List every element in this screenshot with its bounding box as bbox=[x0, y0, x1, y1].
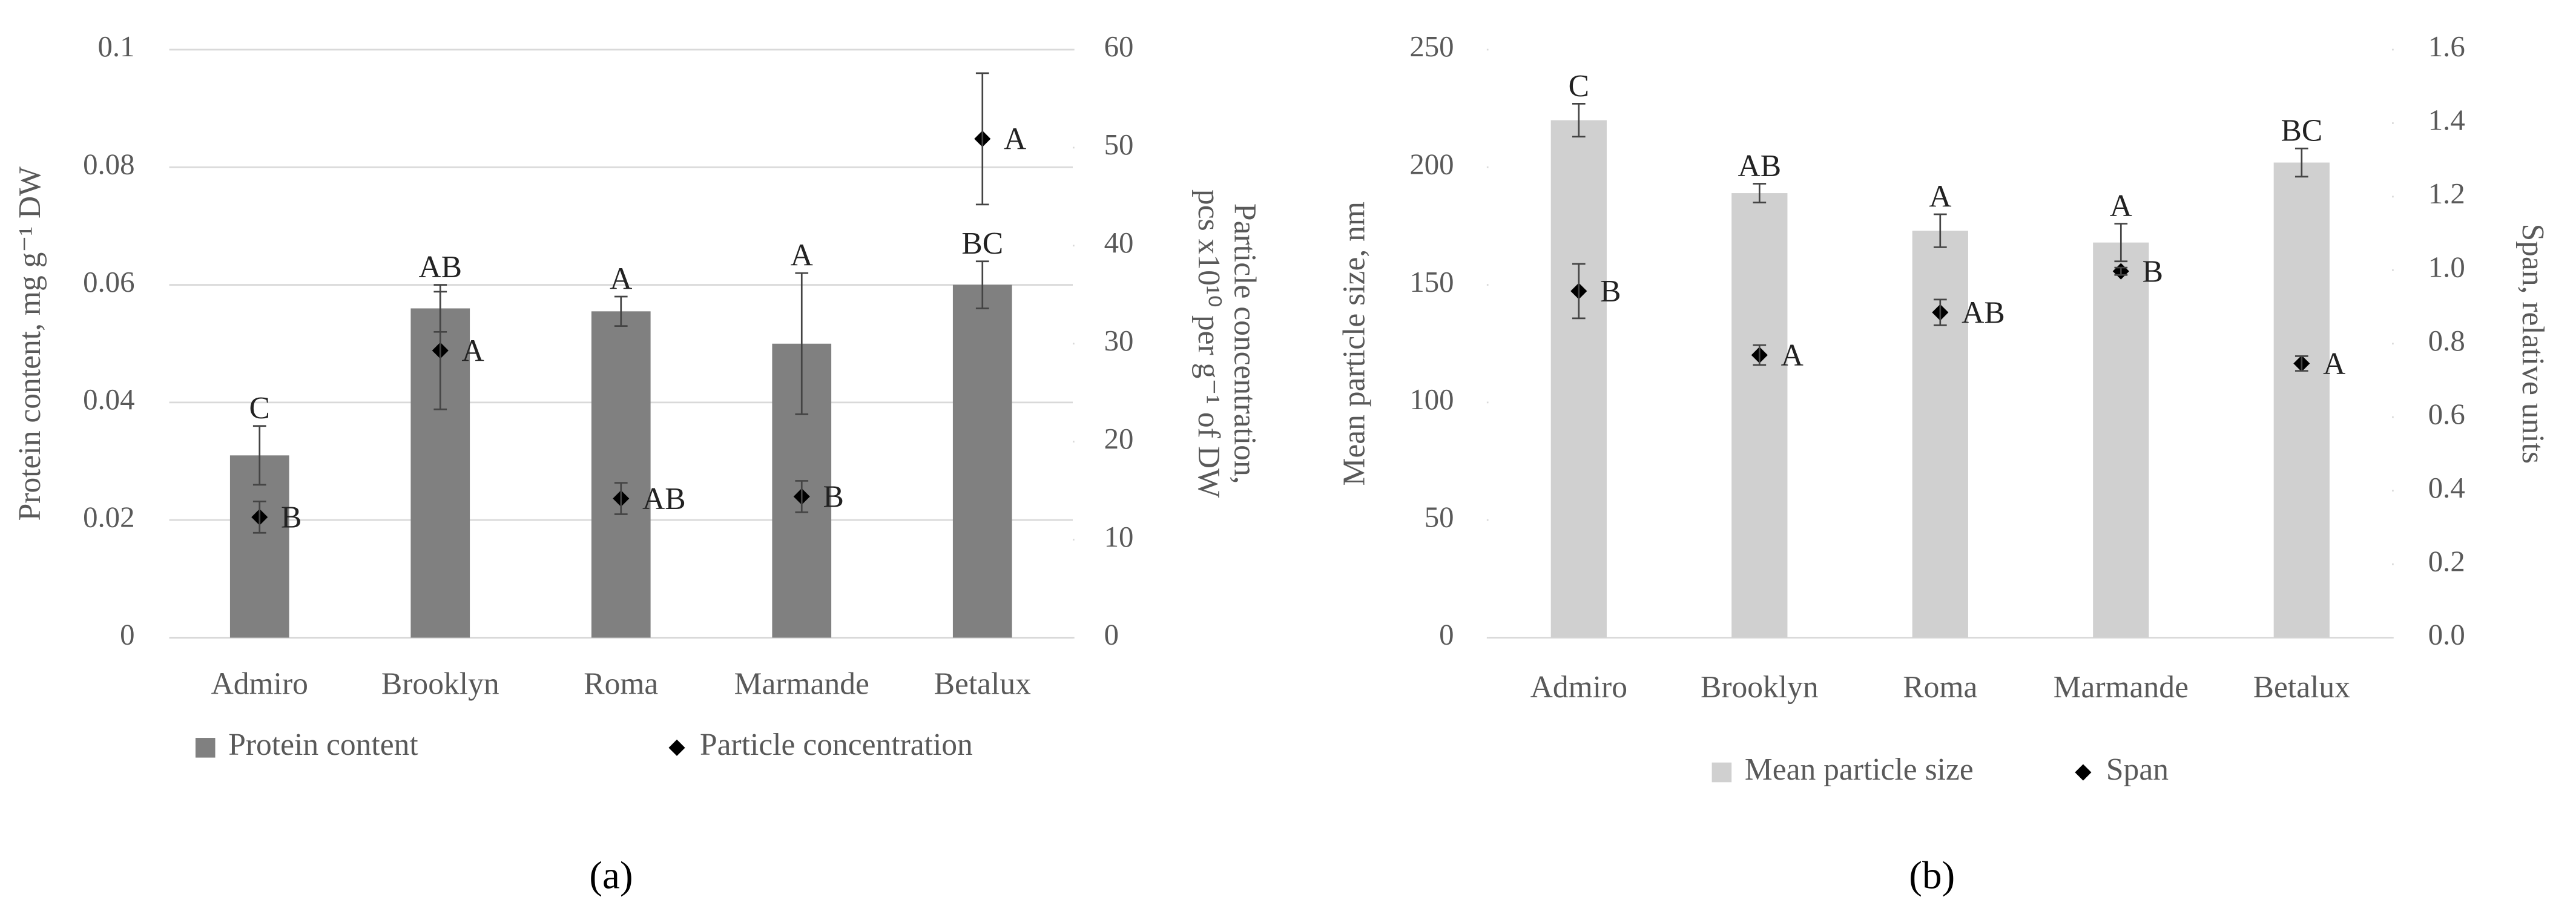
y2-tick-label: 0.0 bbox=[2428, 618, 2465, 651]
x-tick-label: Betalux bbox=[934, 667, 1032, 702]
bar bbox=[1550, 120, 1607, 638]
y2-tick-label: 1.6 bbox=[2428, 30, 2465, 63]
y2-tick-label: 10 bbox=[1104, 520, 1134, 553]
y2-tick-label: 1.4 bbox=[2428, 104, 2465, 137]
legend-swatch bbox=[1711, 762, 1732, 783]
y-tick-label: 100 bbox=[1409, 383, 1454, 416]
y-axis-label: Mean particle size, nm bbox=[1337, 202, 1371, 485]
significance-letter: A bbox=[610, 261, 632, 296]
y2-tick-label: 1.0 bbox=[2428, 251, 2465, 284]
significance-letter: A bbox=[462, 334, 484, 368]
legend-swatch bbox=[668, 739, 685, 756]
y-tick-label: 50 bbox=[1425, 500, 1454, 533]
y2-tick-label: 1.2 bbox=[2428, 177, 2465, 210]
significance-letter: A bbox=[1929, 179, 1951, 214]
y2-tick-label: 30 bbox=[1104, 324, 1134, 357]
legend-swatch bbox=[195, 738, 216, 758]
significance-letter: AB bbox=[418, 250, 462, 284]
significance-letter: A bbox=[1781, 338, 1804, 373]
chart-panel: 0 50 100 150 200 250 0.0 0.2 0.4 0.6 0.8 1.0 1.2 1.4 1… bbox=[1337, 30, 2550, 897]
significance-letter: A bbox=[2110, 189, 2132, 223]
bar bbox=[1912, 231, 1968, 638]
y2-tick-label: 0.4 bbox=[2428, 471, 2465, 504]
x-tick-label: Admiro bbox=[211, 667, 308, 702]
y-tick-label: 0.1 bbox=[97, 30, 134, 63]
y-tick-label: 0 bbox=[1439, 618, 1454, 651]
significance-letter: A bbox=[2323, 347, 2345, 381]
y2-tick-label: 0 bbox=[1104, 618, 1119, 651]
significance-letter: BC bbox=[2281, 114, 2322, 148]
legend-label: Protein content bbox=[228, 728, 418, 762]
significance-letter: AB bbox=[642, 482, 686, 516]
x-tick-label: Marmande bbox=[2054, 670, 2189, 705]
y-tick-label: 0.02 bbox=[83, 500, 134, 533]
significance-letter: A bbox=[1004, 122, 1026, 157]
legend-swatch bbox=[2075, 764, 2092, 781]
legend-label: Particle concentration bbox=[700, 728, 973, 762]
y2-tick-label: 20 bbox=[1104, 422, 1134, 455]
y2-tick-label: 0.6 bbox=[2428, 397, 2465, 430]
y2-axis-label: Particle concentration, bbox=[1228, 203, 1262, 484]
bar bbox=[2273, 162, 2330, 638]
x-tick-label: Marmande bbox=[734, 667, 869, 702]
significance-letter: B bbox=[281, 501, 301, 535]
significance-letter: B bbox=[1600, 274, 1621, 309]
legend-label: Mean particle size bbox=[1745, 752, 1974, 787]
bar bbox=[1731, 193, 1788, 638]
significance-letter: A bbox=[791, 238, 813, 273]
bar bbox=[591, 311, 651, 638]
significance-letter: C bbox=[1569, 69, 1589, 104]
y-tick-label: 0 bbox=[120, 618, 134, 651]
y-tick-label: 150 bbox=[1409, 265, 1454, 298]
panel-label: (b) bbox=[1909, 853, 1955, 897]
bar bbox=[229, 455, 289, 638]
significance-letter: B bbox=[2143, 254, 2163, 289]
x-tick-label: Betalux bbox=[2253, 670, 2351, 705]
significance-letter: B bbox=[823, 480, 844, 515]
y2-tick-label: 40 bbox=[1104, 226, 1134, 259]
y-tick-label: 0.04 bbox=[83, 383, 134, 416]
y-tick-label: 0.08 bbox=[83, 148, 134, 181]
y2-axis-label: pcs x10¹⁰ per g⁻¹ of DW bbox=[1191, 189, 1226, 498]
x-tick-label: Brooklyn bbox=[381, 667, 499, 702]
x-tick-label: Roma bbox=[1903, 670, 1977, 705]
y-tick-label: 200 bbox=[1409, 148, 1454, 181]
y2-tick-label: 0.8 bbox=[2428, 324, 2465, 357]
x-tick-label: Roma bbox=[584, 667, 658, 702]
legend-label: Span bbox=[2106, 752, 2169, 787]
significance-letter: AB bbox=[1962, 295, 2005, 330]
y2-tick-label: 60 bbox=[1104, 30, 1134, 63]
y2-tick-label: 50 bbox=[1104, 128, 1134, 161]
significance-letter: BC bbox=[961, 226, 1003, 261]
bar bbox=[2093, 242, 2149, 638]
y-axis-label: Protein content, mg g⁻¹ DW bbox=[13, 166, 47, 521]
chart-panel: 0 0.02 0.04 0.06 0.08 0.1 0 10 20 30 40 50 60 Protein… bbox=[13, 30, 1262, 897]
panel-label: (a) bbox=[589, 853, 633, 897]
y2-tick-label: 0.2 bbox=[2428, 544, 2465, 577]
significance-letter: C bbox=[249, 391, 270, 426]
x-tick-label: Admiro bbox=[1530, 670, 1627, 705]
y2-axis-label: Span, relative units bbox=[2515, 223, 2550, 464]
x-tick-label: Brooklyn bbox=[1701, 670, 1819, 705]
significance-letter: AB bbox=[1738, 149, 1782, 183]
y-tick-label: 0.06 bbox=[83, 265, 134, 298]
bar bbox=[952, 284, 1012, 638]
y-tick-label: 250 bbox=[1409, 30, 1454, 63]
